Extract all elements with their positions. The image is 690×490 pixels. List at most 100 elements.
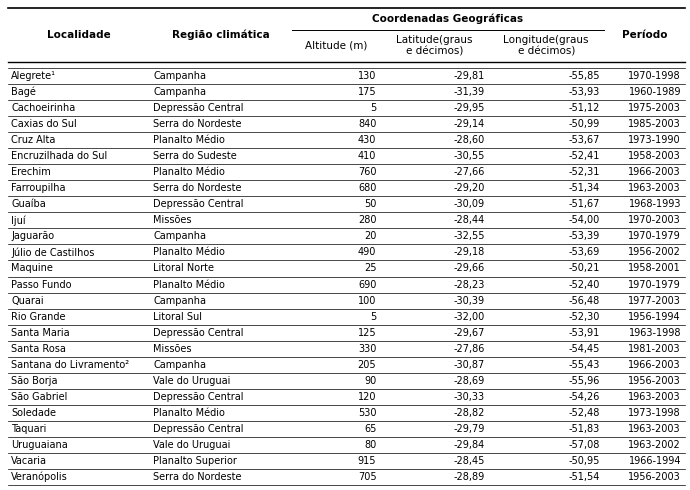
- Text: -27,86: -27,86: [453, 343, 484, 354]
- Text: 175: 175: [357, 87, 376, 97]
- Text: -29,79: -29,79: [453, 424, 484, 434]
- Text: -28,23: -28,23: [453, 279, 484, 290]
- Text: -28,82: -28,82: [453, 408, 484, 418]
- Text: Planalto Médio: Planalto Médio: [153, 279, 225, 290]
- Text: -32,55: -32,55: [453, 231, 484, 242]
- Text: -56,48: -56,48: [569, 295, 600, 306]
- Text: 1958-2001: 1958-2001: [629, 264, 681, 273]
- Text: 760: 760: [358, 167, 376, 177]
- Text: 120: 120: [358, 392, 376, 402]
- Text: -29,81: -29,81: [453, 71, 484, 81]
- Text: -57,08: -57,08: [569, 440, 600, 450]
- Text: Campanha: Campanha: [153, 87, 206, 97]
- Text: -29,18: -29,18: [453, 247, 484, 257]
- Text: 25: 25: [364, 264, 376, 273]
- Text: Planalto Superior: Planalto Superior: [153, 456, 237, 466]
- Text: Planalto Médio: Planalto Médio: [153, 167, 225, 177]
- Text: 1963-2003: 1963-2003: [629, 424, 681, 434]
- Text: 1966-2003: 1966-2003: [629, 360, 681, 370]
- Text: -28,44: -28,44: [453, 216, 484, 225]
- Text: Vale do Uruguai: Vale do Uruguai: [153, 376, 230, 386]
- Text: 205: 205: [357, 360, 376, 370]
- Text: Veranópolis: Veranópolis: [11, 472, 68, 482]
- Text: Coordenadas Geográficas: Coordenadas Geográficas: [373, 14, 524, 24]
- Text: Soledade: Soledade: [11, 408, 56, 418]
- Text: -29,14: -29,14: [453, 119, 484, 129]
- Text: Serra do Nordeste: Serra do Nordeste: [153, 119, 242, 129]
- Text: Cachoeirinha: Cachoeirinha: [11, 103, 75, 113]
- Text: 1973-1998: 1973-1998: [629, 408, 681, 418]
- Text: -30,87: -30,87: [453, 360, 484, 370]
- Text: 1973-1990: 1973-1990: [629, 135, 681, 145]
- Text: Alegrete¹: Alegrete¹: [11, 71, 56, 81]
- Text: Serra do Nordeste: Serra do Nordeste: [153, 472, 242, 482]
- Text: -53,91: -53,91: [569, 328, 600, 338]
- Text: -52,31: -52,31: [569, 167, 600, 177]
- Text: 490: 490: [358, 247, 376, 257]
- Text: Planalto Médio: Planalto Médio: [153, 247, 225, 257]
- Text: Passo Fundo: Passo Fundo: [11, 279, 72, 290]
- Text: -51,54: -51,54: [569, 472, 600, 482]
- Text: 1963-2002: 1963-2002: [629, 440, 681, 450]
- Text: -53,39: -53,39: [569, 231, 600, 242]
- Text: -28,45: -28,45: [453, 456, 484, 466]
- Text: -29,66: -29,66: [453, 264, 484, 273]
- Text: 1975-2003: 1975-2003: [628, 103, 681, 113]
- Text: 1970-1979: 1970-1979: [629, 279, 681, 290]
- Text: Latitude(graus
e décimos): Latitude(graus e décimos): [396, 35, 473, 57]
- Text: 125: 125: [357, 328, 376, 338]
- Text: -51,34: -51,34: [569, 183, 600, 193]
- Text: Guaíba: Guaíba: [11, 199, 46, 209]
- Text: 1963-1998: 1963-1998: [629, 328, 681, 338]
- Text: Santa Rosa: Santa Rosa: [11, 343, 66, 354]
- Text: Campanha: Campanha: [153, 360, 206, 370]
- Text: -28,60: -28,60: [453, 135, 484, 145]
- Text: 1956-2002: 1956-2002: [628, 247, 681, 257]
- Text: -55,96: -55,96: [569, 376, 600, 386]
- Text: Período: Período: [622, 30, 667, 40]
- Text: -54,00: -54,00: [569, 216, 600, 225]
- Text: Depressão Central: Depressão Central: [153, 199, 244, 209]
- Text: Depressão Central: Depressão Central: [153, 392, 244, 402]
- Text: 1960-1989: 1960-1989: [629, 87, 681, 97]
- Text: Planalto Médio: Planalto Médio: [153, 408, 225, 418]
- Text: 1970-1998: 1970-1998: [629, 71, 681, 81]
- Text: 1966-2003: 1966-2003: [629, 167, 681, 177]
- Text: -53,67: -53,67: [569, 135, 600, 145]
- Text: 1963-2003: 1963-2003: [629, 183, 681, 193]
- Text: 90: 90: [364, 376, 376, 386]
- Text: 80: 80: [364, 440, 376, 450]
- Text: -28,89: -28,89: [453, 472, 484, 482]
- Text: São Gabriel: São Gabriel: [11, 392, 68, 402]
- Text: -52,41: -52,41: [569, 151, 600, 161]
- Text: Santa Maria: Santa Maria: [11, 328, 70, 338]
- Text: -51,67: -51,67: [569, 199, 600, 209]
- Text: 1956-1994: 1956-1994: [629, 312, 681, 321]
- Text: 1958-2003: 1958-2003: [629, 151, 681, 161]
- Text: Caxias do Sul: Caxias do Sul: [11, 119, 77, 129]
- Text: 690: 690: [358, 279, 376, 290]
- Text: -32,00: -32,00: [453, 312, 484, 321]
- Text: 1981-2003: 1981-2003: [629, 343, 681, 354]
- Text: Região climática: Região climática: [172, 30, 270, 40]
- Text: -54,26: -54,26: [569, 392, 600, 402]
- Text: 280: 280: [358, 216, 376, 225]
- Text: 50: 50: [364, 199, 376, 209]
- Text: 130: 130: [358, 71, 376, 81]
- Text: Missões: Missões: [153, 216, 192, 225]
- Text: -55,85: -55,85: [569, 71, 600, 81]
- Text: Serra do Sudeste: Serra do Sudeste: [153, 151, 237, 161]
- Text: -50,99: -50,99: [569, 119, 600, 129]
- Text: 410: 410: [358, 151, 376, 161]
- Text: -51,12: -51,12: [569, 103, 600, 113]
- Text: 100: 100: [358, 295, 376, 306]
- Text: 1963-2003: 1963-2003: [629, 392, 681, 402]
- Text: Campanha: Campanha: [153, 71, 206, 81]
- Text: Planalto Médio: Planalto Médio: [153, 135, 225, 145]
- Text: Maquine: Maquine: [11, 264, 53, 273]
- Text: Vacaria: Vacaria: [11, 456, 47, 466]
- Text: Serra do Nordeste: Serra do Nordeste: [153, 183, 242, 193]
- Text: Farroupilha: Farroupilha: [11, 183, 66, 193]
- Text: Vale do Uruguai: Vale do Uruguai: [153, 440, 230, 450]
- Text: São Borja: São Borja: [11, 376, 57, 386]
